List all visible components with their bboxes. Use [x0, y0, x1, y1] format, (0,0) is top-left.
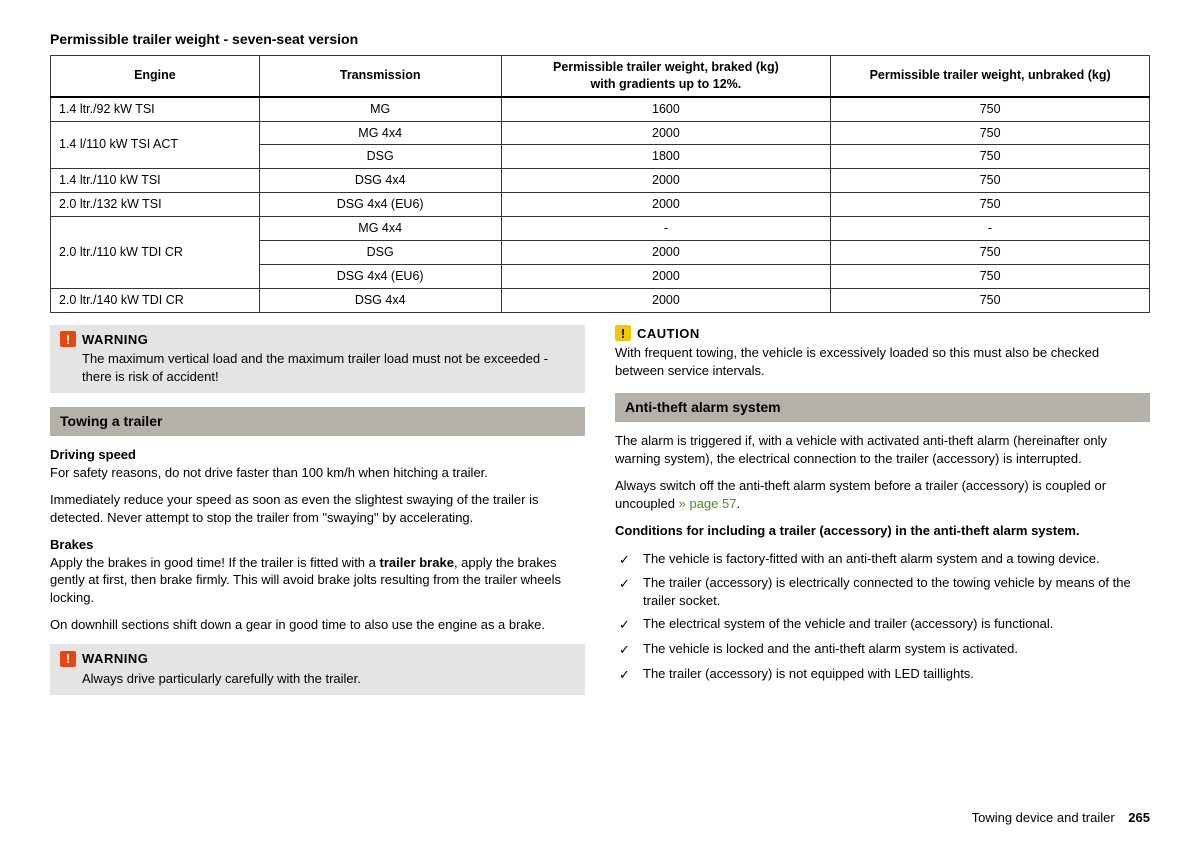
th-transmission: Transmission — [259, 55, 501, 96]
left-column: ! WARNING The maximum vertical load and … — [50, 325, 585, 710]
brakes-p2: On downhill sections shift down a gear i… — [50, 616, 585, 634]
th-unbraked: Permissible trailer weight, unbraked (kg… — [831, 55, 1150, 96]
cell: 1.4 l/110 kW TSI ACT — [51, 121, 260, 169]
page-footer: Towing device and trailer 265 — [972, 809, 1150, 827]
cell: 1.4 ltr./110 kW TSI — [51, 169, 260, 193]
cell: - — [831, 217, 1150, 241]
driving-speed-p1: For safety reasons, do not drive faster … — [50, 464, 585, 482]
cell: 750 — [831, 264, 1150, 288]
cell: 750 — [831, 121, 1150, 145]
cell: 750 — [831, 193, 1150, 217]
warning-text: Always drive particularly carefully with… — [60, 670, 575, 688]
th-braked: Permissible trailer weight, braked (kg)w… — [501, 55, 831, 96]
footer-page-number: 265 — [1128, 810, 1150, 825]
cell: DSG 4x4 (EU6) — [259, 193, 501, 217]
cell: 2000 — [501, 264, 831, 288]
list-item: The electrical system of the vehicle and… — [643, 615, 1053, 633]
caution-box: ! CAUTION With frequent towing, the vehi… — [615, 325, 1150, 380]
cell: - — [501, 217, 831, 241]
cell: DSG 4x4 (EU6) — [259, 264, 501, 288]
page-ref-link[interactable]: » page 57 — [679, 496, 737, 511]
cell: MG — [259, 97, 501, 121]
cell: 2.0 ltr./132 kW TSI — [51, 193, 260, 217]
right-column: ! CAUTION With frequent towing, the vehi… — [615, 325, 1150, 710]
cell: 2000 — [501, 288, 831, 312]
cell: DSG 4x4 — [259, 288, 501, 312]
cell: 750 — [831, 97, 1150, 121]
cell: MG 4x4 — [259, 121, 501, 145]
warning-icon: ! — [60, 331, 76, 347]
check-icon: ✓ — [619, 574, 631, 593]
caution-icon: ! — [615, 325, 631, 341]
page-title: Permissible trailer weight - seven-seat … — [50, 30, 1150, 49]
cell: 2.0 ltr./110 kW TDI CR — [51, 217, 260, 289]
list-item: The trailer (accessory) is not equipped … — [643, 665, 974, 683]
cell: DSG — [259, 145, 501, 169]
cell: 750 — [831, 169, 1150, 193]
caution-text: With frequent towing, the vehicle is exc… — [615, 344, 1150, 379]
list-item: The trailer (accessory) is electrically … — [643, 574, 1150, 609]
alarm-p2: Always switch off the anti-theft alarm s… — [615, 477, 1150, 512]
cell: 2000 — [501, 193, 831, 217]
text-bold: trailer brake — [380, 555, 454, 570]
list-item: The vehicle is factory-fitted with an an… — [643, 550, 1100, 568]
cell: 750 — [831, 288, 1150, 312]
cell: 750 — [831, 145, 1150, 169]
th-engine: Engine — [51, 55, 260, 96]
alarm-p1: The alarm is triggered if, with a vehicl… — [615, 432, 1150, 467]
check-icon: ✓ — [619, 640, 631, 659]
cell: MG 4x4 — [259, 217, 501, 241]
check-icon: ✓ — [619, 615, 631, 634]
trailer-weight-table: Engine Transmission Permissible trailer … — [50, 55, 1150, 313]
cell: 2.0 ltr./140 kW TDI CR — [51, 288, 260, 312]
section-towing-trailer: Towing a trailer — [50, 407, 585, 436]
cell: DSG — [259, 240, 501, 264]
warning-text: The maximum vertical load and the maximu… — [60, 350, 575, 385]
warning-box-2: ! WARNING Always drive particularly care… — [50, 644, 585, 695]
cell: 1800 — [501, 145, 831, 169]
caution-label: CAUTION — [637, 325, 700, 343]
text: . — [736, 496, 740, 511]
section-anti-theft: Anti-theft alarm system — [615, 393, 1150, 422]
check-icon: ✓ — [619, 550, 631, 569]
list-item: The vehicle is locked and the anti-theft… — [643, 640, 1018, 658]
conditions-head: Conditions for including a trailer (acce… — [615, 522, 1150, 540]
cell: 2000 — [501, 121, 831, 145]
warning-label: WARNING — [82, 331, 148, 349]
footer-section: Towing device and trailer — [972, 810, 1115, 825]
brakes-p1: Apply the brakes in good time! If the tr… — [50, 554, 585, 607]
driving-speed-head: Driving speed — [50, 446, 585, 464]
cell: 1.4 ltr./92 kW TSI — [51, 97, 260, 121]
cell: 2000 — [501, 240, 831, 264]
cell: DSG 4x4 — [259, 169, 501, 193]
cell: 1600 — [501, 97, 831, 121]
driving-speed-p2: Immediately reduce your speed as soon as… — [50, 491, 585, 526]
cell: 2000 — [501, 169, 831, 193]
warning-label: WARNING — [82, 650, 148, 668]
conditions-list: ✓ The vehicle is factory-fitted with an a… — [615, 550, 1150, 683]
text: Apply the brakes in good time! If the tr… — [50, 555, 380, 570]
warning-icon: ! — [60, 651, 76, 667]
cell: 750 — [831, 240, 1150, 264]
warning-box-1: ! WARNING The maximum vertical load and … — [50, 325, 585, 394]
table-body: 1.4 ltr./92 kW TSIMG1600750 1.4 l/110 kW… — [51, 97, 1150, 312]
check-icon: ✓ — [619, 665, 631, 684]
brakes-head: Brakes — [50, 536, 585, 554]
